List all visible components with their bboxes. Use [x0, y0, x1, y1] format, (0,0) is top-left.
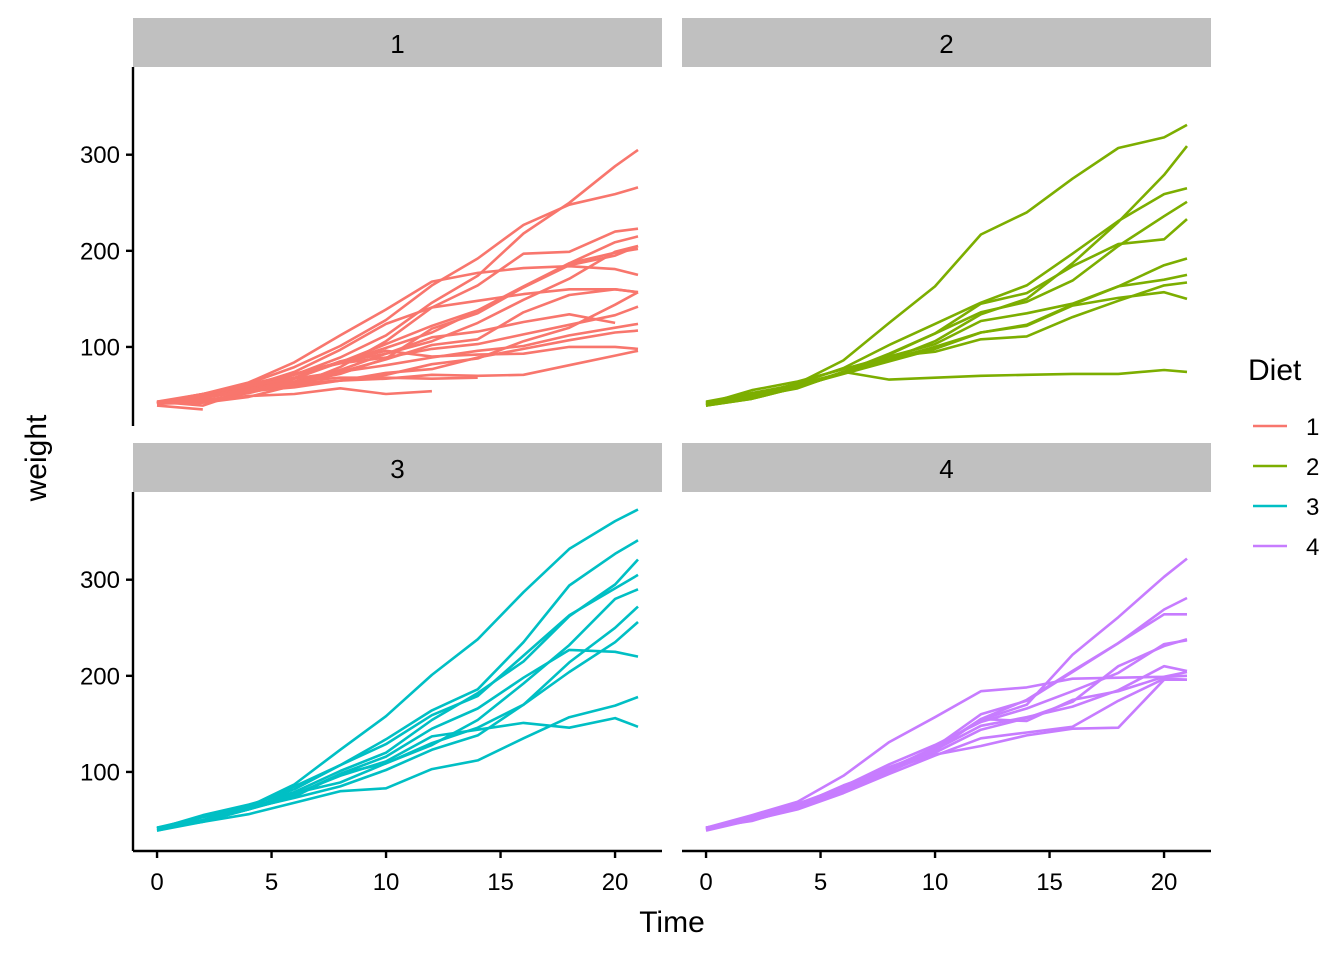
y-tick-label: 300 — [80, 567, 120, 594]
series-line — [705, 557, 1188, 832]
legend-label: 1 — [1306, 414, 1319, 441]
series-line — [156, 322, 639, 405]
facet-panels: 1 100 200 300 2 3 100 200 300 0 5 10 15 20 4 0 5 10 15 20 — [80, 18, 1211, 896]
x-tick-label: 10 — [373, 869, 400, 896]
x-tick-label: 5 — [265, 869, 278, 896]
y-axis-title: weight — [20, 414, 53, 502]
series-line — [705, 257, 1188, 407]
series-line — [705, 638, 1188, 831]
series-line — [705, 670, 1188, 829]
facet-strip-label: 1 — [390, 29, 404, 59]
series-line — [156, 404, 203, 411]
x-tick-label: 0 — [150, 869, 163, 896]
x-tick-label: 15 — [1036, 869, 1063, 896]
series-line — [156, 648, 639, 832]
facet-panel-4: 4 0 5 10 15 20 — [682, 443, 1211, 896]
facet-strip — [133, 18, 662, 67]
x-axis-title: Time — [639, 906, 705, 939]
facet-panel-1: 1 100 200 300 — [80, 18, 662, 426]
facet-panel-2: 2 — [682, 18, 1211, 407]
x-tick-label: 20 — [1151, 869, 1178, 896]
facet-strip-label: 2 — [939, 29, 953, 59]
legend-label: 4 — [1306, 534, 1319, 561]
x-tick-label: 20 — [602, 869, 629, 896]
series-line — [156, 588, 639, 830]
legend: Diet 1 2 3 4 — [1248, 354, 1319, 561]
y-tick-label: 200 — [80, 663, 120, 690]
series-line — [156, 573, 639, 830]
y-tick-label: 100 — [80, 334, 120, 361]
x-tick-label: 15 — [487, 869, 514, 896]
series-line — [705, 187, 1188, 406]
facet-strip — [133, 443, 662, 492]
legend-title: Diet — [1248, 354, 1302, 387]
x-tick-label: 5 — [814, 869, 827, 896]
facet-strip — [682, 18, 1211, 67]
series-line — [705, 123, 1188, 406]
series-line — [156, 508, 639, 830]
series-line — [156, 539, 639, 830]
series-line — [705, 596, 1188, 829]
facet-strip — [682, 443, 1211, 492]
legend-label: 2 — [1306, 454, 1319, 481]
facet-strip-label: 3 — [390, 454, 404, 484]
facet-strip-label: 4 — [939, 454, 953, 484]
y-tick-label: 100 — [80, 759, 120, 786]
series-line — [705, 613, 1187, 830]
series-line — [705, 145, 1189, 407]
x-tick-label: 0 — [699, 869, 712, 896]
legend-label: 3 — [1306, 494, 1319, 521]
series-line — [156, 387, 432, 405]
series-line — [705, 273, 1188, 403]
series-line — [156, 288, 639, 404]
series-line — [156, 558, 639, 830]
y-tick-label: 300 — [80, 142, 120, 169]
series-line — [156, 695, 639, 830]
series-line — [156, 605, 639, 829]
series-line — [156, 329, 639, 405]
series-line — [705, 290, 1188, 404]
facet-panel-3: 3 100 200 300 0 5 10 15 20 — [80, 443, 662, 896]
y-tick-label: 200 — [80, 238, 120, 265]
series-line — [705, 674, 1188, 829]
x-tick-label: 10 — [922, 869, 949, 896]
